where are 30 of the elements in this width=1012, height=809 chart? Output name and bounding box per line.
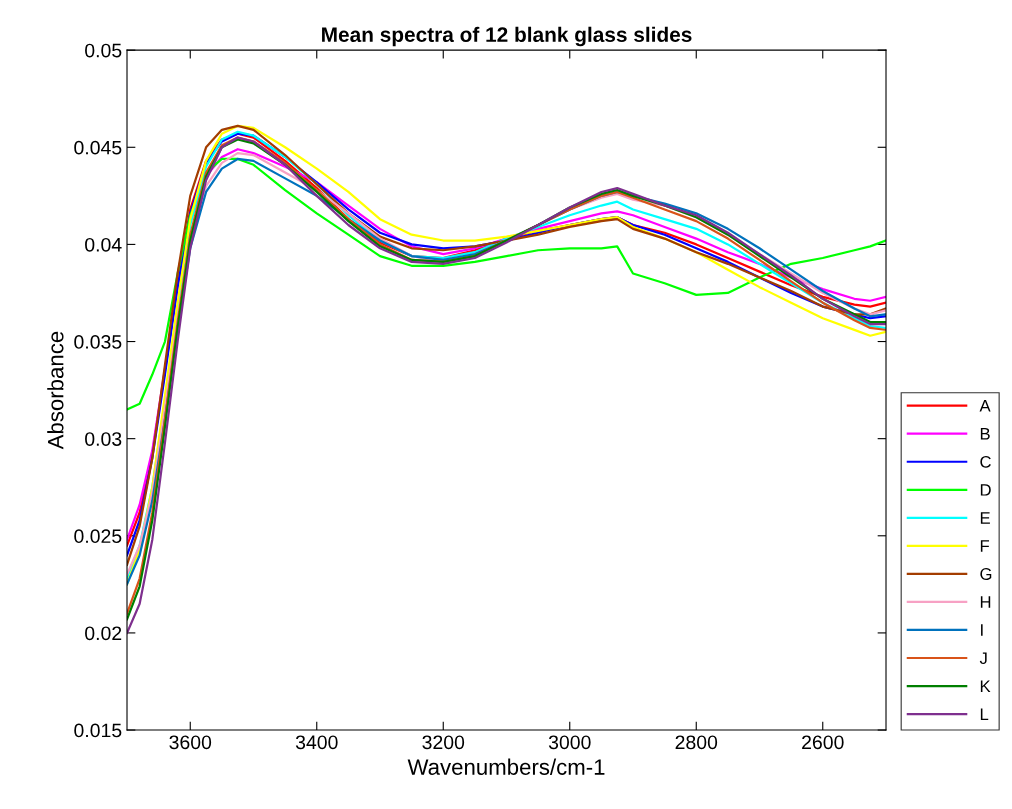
legend-label: F	[980, 540, 990, 552]
y-axis-title: Absorbance	[47, 331, 64, 450]
y-tick-label: 0.03	[85, 432, 122, 446]
chart-title: Mean spectra of 12 blank glass slides	[322, 26, 692, 47]
legend-label: G	[980, 568, 992, 580]
x-tick-label: 3200	[422, 735, 465, 750]
legend-label: E	[980, 512, 990, 524]
legend-label: K	[980, 680, 991, 692]
x-axis-title: Wavenumbers/cm-1	[407, 758, 605, 775]
y-tick-label: 0.025	[74, 529, 122, 544]
x-tick-label: 3000	[548, 735, 591, 750]
y-tick-label: 0.035	[74, 335, 122, 349]
x-tick-label: 3400	[295, 735, 338, 750]
legend-label: C	[980, 455, 991, 468]
legend-label: J	[979, 652, 987, 665]
y-tick-label: 0.02	[85, 626, 122, 641]
y-tick-label: 0.015	[74, 723, 122, 738]
legend-label: A	[979, 400, 991, 412]
legend-label: L	[980, 708, 989, 720]
x-tick-label: 3600	[169, 735, 212, 750]
line-series	[127, 157, 887, 411]
x-tick-label: 2600	[802, 735, 844, 750]
legend-label: H	[980, 596, 991, 608]
y-tick-label: 0.05	[85, 43, 122, 58]
legend-label: D	[980, 484, 991, 496]
legend-label: B	[980, 428, 990, 440]
x-tick-label: 2800	[675, 735, 718, 750]
legend-label: I	[981, 624, 983, 636]
y-tick-label: 0.045	[74, 140, 122, 155]
y-tick-label: 0.04	[85, 237, 122, 252]
